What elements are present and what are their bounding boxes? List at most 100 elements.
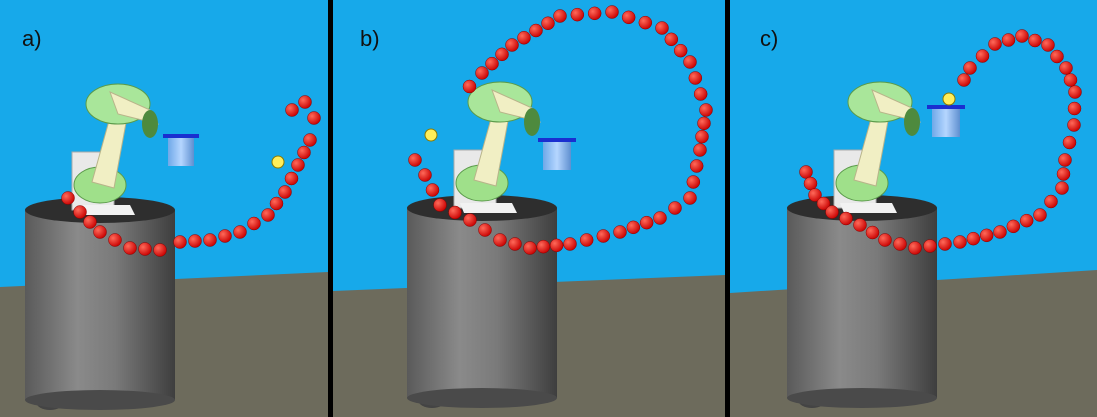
trajectory-dot	[299, 96, 312, 109]
trajectory-dot	[698, 117, 711, 130]
trajectory-dot	[124, 242, 137, 255]
divider	[328, 0, 333, 417]
trajectory-dot	[550, 239, 563, 252]
trajectory-dot	[139, 243, 152, 256]
trajectory-dot	[958, 74, 971, 87]
trajectory-dot	[597, 230, 610, 243]
trajectory-dot	[696, 130, 709, 143]
trajectory-dot	[248, 217, 261, 230]
trajectory-dot	[690, 160, 703, 173]
trajectory-dot	[304, 134, 317, 147]
trajectory-dot	[804, 177, 817, 190]
trajectory-dot	[537, 240, 550, 253]
trajectory-dot	[219, 230, 232, 243]
trajectory-dot	[840, 212, 853, 225]
panel-label: b)	[360, 26, 380, 51]
trajectory-dot	[426, 184, 439, 197]
trajectory-dot	[496, 48, 509, 61]
trajectory-dot	[674, 44, 687, 57]
trajectory-dot	[234, 226, 247, 239]
trajectory-dot	[463, 80, 476, 93]
trajectory-dot	[627, 221, 640, 234]
trajectory-dot	[689, 72, 702, 85]
trajectory-dot	[1042, 39, 1055, 52]
trajectory-dot	[154, 244, 167, 257]
trajectory-dot	[980, 229, 993, 242]
trajectory-dot	[939, 238, 952, 251]
trajectory-dot	[270, 197, 283, 210]
trajectory-dot	[298, 146, 311, 159]
trajectory-dot	[564, 238, 577, 251]
trajectory-dot	[554, 10, 567, 23]
panel-label: c)	[760, 26, 778, 51]
trajectory-dot	[866, 226, 879, 239]
trajectory-dot	[580, 234, 593, 247]
trajectory-dot	[84, 216, 97, 229]
trajectory-dot	[486, 57, 499, 70]
trajectory-dot	[684, 192, 697, 205]
trajectory-dot	[967, 232, 980, 245]
trajectory-dot	[1034, 209, 1047, 222]
trajectory-dot	[409, 154, 422, 167]
panel-label: a)	[22, 26, 42, 51]
goal-marker	[425, 129, 437, 141]
trajectory-dot	[62, 192, 75, 205]
trajectory-dot	[204, 234, 217, 247]
trajectory-dot	[909, 242, 922, 255]
trajectory-dot	[509, 238, 522, 251]
trajectory-dot	[1059, 154, 1072, 167]
trajectory-dot	[687, 176, 700, 189]
trajectory-dot	[449, 206, 462, 219]
trajectory-dot	[530, 24, 543, 37]
trajectory-dot	[1051, 50, 1064, 63]
trajectory-dot	[669, 202, 682, 215]
trajectory-dot	[665, 33, 678, 46]
trajectory-dot	[606, 6, 619, 19]
trajectory-dot	[614, 226, 627, 239]
trajectory-dot	[1016, 30, 1029, 43]
trajectory-dot	[994, 226, 1007, 239]
goal-marker	[272, 156, 284, 168]
trajectory-dot	[571, 8, 584, 21]
trajectory-dot	[894, 238, 907, 251]
trajectory-dot	[1057, 168, 1070, 181]
trajectory-dot	[989, 38, 1002, 51]
trajectory-dot	[1056, 182, 1069, 195]
trajectory-dot	[954, 236, 967, 249]
trajectory-dot	[964, 62, 977, 75]
trajectory-dot	[826, 206, 839, 219]
trajectory-dot	[1045, 195, 1058, 208]
trajectory-dot	[506, 39, 519, 52]
trajectory-dot	[189, 235, 202, 248]
trajectory-dot	[1002, 34, 1015, 47]
trajectory-dot	[656, 22, 669, 35]
trajectory-dot	[879, 234, 892, 247]
trajectory-dot	[94, 226, 107, 239]
trajectory-dot	[1068, 102, 1081, 115]
trajectory-dot	[74, 206, 87, 219]
trajectory-dot	[1007, 220, 1020, 233]
trajectory-dot	[174, 236, 187, 249]
trajectory-dot	[476, 67, 489, 80]
trajectory-dot	[622, 11, 635, 24]
trajectory-dot	[524, 242, 537, 255]
figure: a) b) c)	[0, 0, 1097, 417]
trajectory-dot	[434, 199, 447, 212]
trajectory-dot	[279, 186, 292, 199]
trajectory-dot	[640, 216, 653, 229]
trajectory-dot	[1069, 86, 1082, 99]
trajectory-dot	[976, 50, 989, 63]
trajectory-dot	[1068, 119, 1081, 132]
trajectory-dot	[292, 159, 305, 172]
trajectory-dot	[684, 56, 697, 69]
divider	[725, 0, 730, 417]
trajectory-dot	[419, 169, 432, 182]
trajectory-dot	[494, 234, 507, 247]
trajectory-dot	[1029, 34, 1042, 47]
trajectory-dot	[286, 104, 299, 117]
trajectory-dot	[700, 104, 713, 117]
trajectory-dot	[542, 17, 555, 30]
trajectory-dot	[479, 224, 492, 237]
trajectory-dot	[1060, 62, 1073, 75]
trajectory-dot	[800, 166, 813, 179]
